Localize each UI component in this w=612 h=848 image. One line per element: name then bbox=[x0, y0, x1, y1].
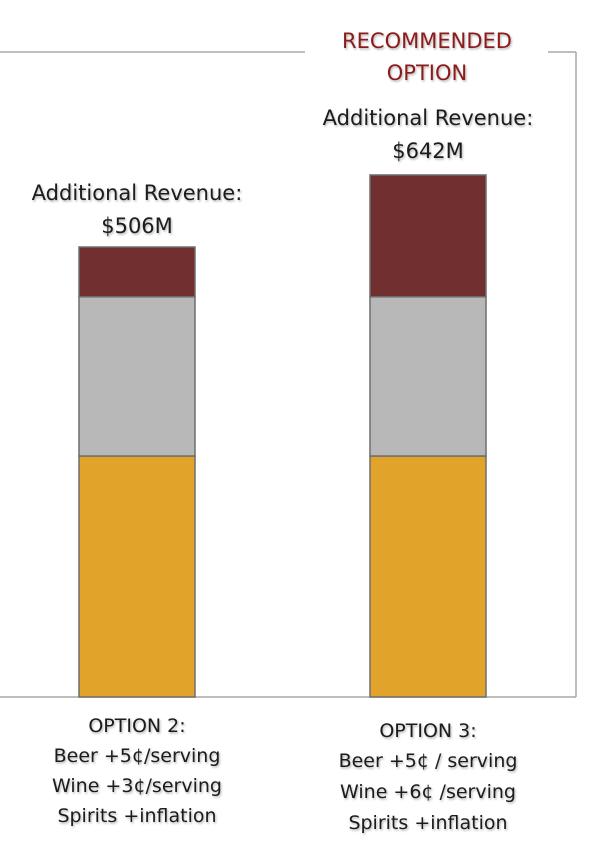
total-title-option2: Additional Revenue: bbox=[32, 181, 243, 205]
category-label-option2-title: OPTION 2: bbox=[88, 715, 185, 737]
category-label-option2-beer: Beer +5¢/serving bbox=[54, 745, 221, 767]
bar-segment-option-3-s1 bbox=[369, 455, 487, 698]
recommended-label-line1: RECOMMENDED bbox=[342, 29, 512, 53]
bar-segment-option-2-s1 bbox=[78, 455, 196, 698]
bar-segment-option-3-s3 bbox=[369, 174, 487, 298]
total-value-option2: $506M bbox=[101, 214, 173, 238]
category-label-option3-wine: Wine +6¢ /serving bbox=[340, 781, 516, 803]
category-label-option3-spirits: Spirits +inflation bbox=[348, 812, 507, 834]
total-value-option3: $642M bbox=[392, 139, 464, 163]
bars bbox=[78, 174, 487, 698]
bar-segment-option-2-s2 bbox=[78, 296, 196, 457]
bar-segment-option-2-s3 bbox=[78, 246, 196, 298]
category-label-option2-wine: Wine +3¢/serving bbox=[52, 775, 222, 797]
total-title-option3: Additional Revenue: bbox=[323, 106, 534, 130]
category-label-option2-spirits: Spirits +inflation bbox=[57, 805, 216, 827]
recommended-label-line2: OPTION bbox=[387, 61, 467, 85]
category-label-option3-beer: Beer +5¢ / serving bbox=[339, 750, 518, 772]
bar-segment-option-3-s2 bbox=[369, 296, 487, 457]
category-label-option3-title: OPTION 3: bbox=[379, 720, 476, 742]
